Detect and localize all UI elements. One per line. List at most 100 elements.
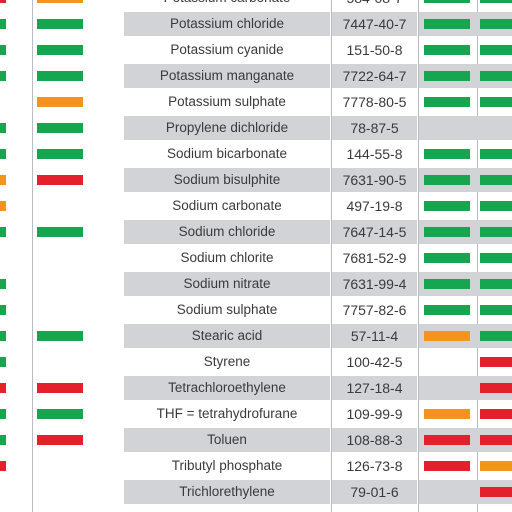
rating-bar-green [424, 19, 470, 29]
row-shade [124, 272, 330, 296]
chemical-name: Potassium carbonate [124, 0, 330, 11]
cas-number: 144-55-8 [346, 146, 403, 162]
table-row: Sodium carbonate 497-19-8 [0, 193, 512, 219]
rating-bar-green [0, 123, 6, 133]
chemical-name: Sodium nitrate [183, 276, 271, 291]
chemical-name: Potassium chloride [169, 16, 285, 31]
row-shade [332, 220, 417, 244]
rating-bar-green [0, 227, 6, 237]
chemical-name: THF = tetrahydrofurane [156, 406, 298, 421]
rating-bar-green [0, 149, 6, 159]
chemical-name: Sodium carbonate [172, 198, 282, 213]
row-shade [419, 116, 512, 140]
chemical-name: Styrene [203, 354, 251, 369]
rating-bar-green [37, 149, 83, 159]
chemical-name: Sodium chlorite [180, 250, 274, 265]
cas-number: 57-11-4 [350, 328, 399, 344]
rating-bar-green [424, 227, 470, 237]
row-shade [332, 428, 417, 452]
cas-number: 127-18-4 [346, 380, 403, 396]
rating-bar-green [424, 71, 470, 81]
chemical-name: Potassium cyanide [170, 42, 284, 57]
rating-bar-orange [0, 175, 6, 185]
table-row: Tetrachloroethylene 127-18-4 [0, 375, 512, 401]
rating-bar-green [424, 175, 470, 185]
rating-bar-green [480, 305, 512, 315]
cas-number: 7447-40-7 [342, 16, 407, 32]
rating-bar-green [37, 71, 83, 81]
cas-number: 584-08-7 [332, 0, 417, 11]
chemical-name: Potassium manganate [159, 68, 295, 83]
rating-bar-green [480, 279, 512, 289]
column-divider [418, 0, 419, 512]
cas-number: 7722-64-7 [342, 68, 407, 84]
row-shade [124, 376, 330, 400]
rating-bar-green [0, 45, 6, 55]
rating-bar-red [480, 383, 512, 393]
cas-number: 108-88-3 [346, 432, 403, 448]
row-shade [124, 428, 330, 452]
rating-bar-orange [480, 461, 512, 471]
column-divider [331, 0, 332, 512]
rating-bar-red [424, 461, 470, 471]
table-row: Stearic acid 57-11-4 [0, 323, 512, 349]
chemical-name: Toluen [207, 432, 247, 447]
rating-bar-orange [37, 97, 83, 107]
table-row: Potassium chloride 7447-40-7 [0, 11, 512, 37]
cas-number: 497-19-8 [346, 198, 403, 214]
rating-bar-green [424, 149, 470, 159]
chemical-name: Sodium bisulphite [173, 172, 281, 187]
rating-bar-green [480, 227, 512, 237]
row-shade [332, 12, 417, 36]
rating-bar-green [424, 97, 470, 107]
chemical-name: Tetrachloroethylene [168, 380, 286, 395]
rating-bar-green [37, 227, 83, 237]
rating-bar-green [480, 253, 512, 263]
chemical-name: Sodium chloride [178, 224, 276, 239]
column-divider [477, 0, 478, 512]
row-shade [332, 64, 417, 88]
cas-number: 7647-14-5 [342, 224, 407, 240]
rating-bar-red [0, 0, 6, 3]
rating-bar-green [480, 331, 512, 341]
cas-number: 126-73-8 [346, 458, 403, 474]
table-row: Potassium cyanide 151-50-8 [0, 37, 512, 63]
row-shade [124, 64, 330, 88]
row-shade [124, 220, 330, 244]
row-shade [332, 272, 417, 296]
table-row: Toluen 108-88-3 [0, 427, 512, 453]
chemical-name: Sodium bicarbonate [166, 146, 288, 161]
chemical-name: Stearic acid [191, 328, 263, 343]
cas-number: 7631-99-4 [342, 276, 407, 292]
rating-bar-green [0, 435, 6, 445]
table-row: Styrene 100-42-5 [0, 349, 512, 375]
cas-number: 7631-90-5 [342, 172, 407, 188]
rating-bar-green [37, 123, 83, 133]
table-row: Potassium manganate 7722-64-7 [0, 63, 512, 89]
cas-number: 7681-52-9 [342, 250, 407, 266]
rating-bar-green [480, 71, 512, 81]
column-divider [32, 0, 33, 512]
rating-bar-green [0, 357, 6, 367]
rating-bar-orange [424, 331, 470, 341]
rating-bar-green [424, 279, 470, 289]
rating-bar-green [424, 0, 470, 3]
table-row: Sodium sulphate 7757-82-6 [0, 297, 512, 323]
rating-bar-green [424, 45, 470, 55]
rating-bar-orange [424, 409, 470, 419]
row-shade [124, 480, 330, 504]
table-row: Sodium bicarbonate 144-55-8 [0, 141, 512, 167]
rating-bar-green [480, 45, 512, 55]
rating-bar-orange [37, 0, 83, 3]
cas-number: 7778-80-5 [342, 94, 407, 110]
table-row: Sodium chlorite 7681-52-9 [0, 245, 512, 271]
cas-number: 7757-82-6 [342, 302, 407, 318]
row-shade [332, 376, 417, 400]
chemical-name: Trichlorethylene [179, 484, 275, 499]
row-shade [332, 116, 417, 140]
rating-bar-green [37, 45, 83, 55]
rating-bar-red [37, 383, 83, 393]
rating-bar-red [480, 435, 512, 445]
rating-bar-green [37, 409, 83, 419]
row-shade [332, 480, 417, 504]
